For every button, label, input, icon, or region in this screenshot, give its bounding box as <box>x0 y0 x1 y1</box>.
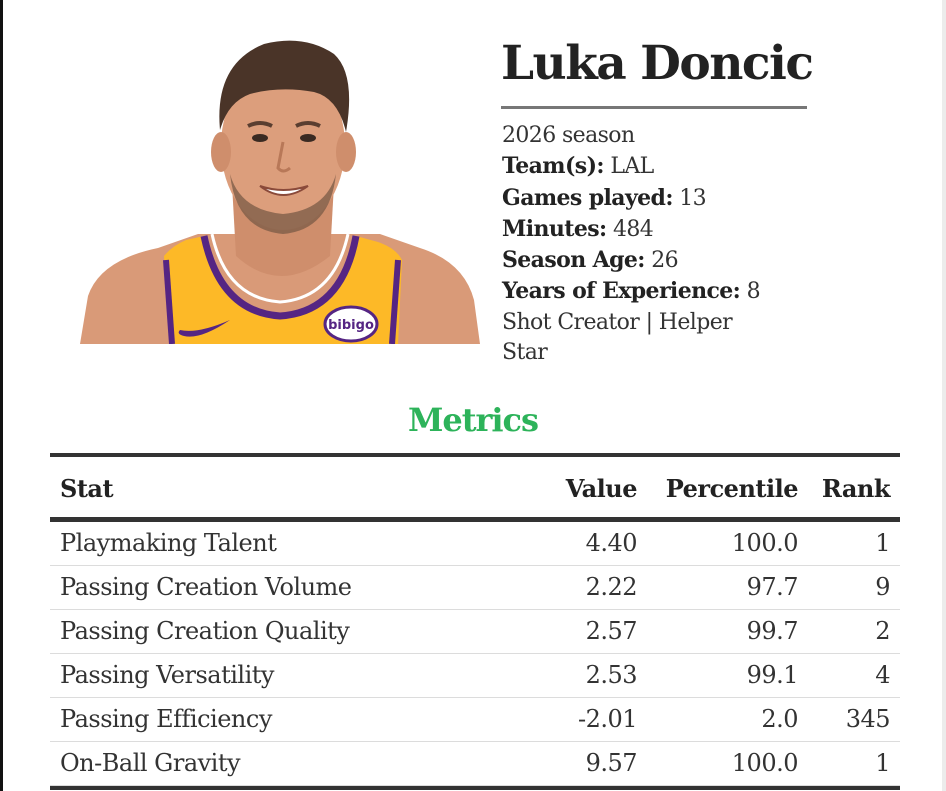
table-row: Passing Creation Quality 2.57 99.7 2 <box>50 610 900 654</box>
table-row: Playmaking Talent 4.40 100.0 1 <box>50 522 900 566</box>
scrollbar-track[interactable] <box>942 0 946 791</box>
table-bottom-rule <box>50 786 900 790</box>
row-value: 2.22 <box>585 573 638 601</box>
row-stat: Passing Creation Volume <box>60 573 352 601</box>
header-stat: Stat <box>60 474 114 503</box>
header-value: Value <box>565 474 638 503</box>
row-percentile: 99.7 <box>746 617 799 645</box>
name-divider <box>501 106 807 109</box>
games-label: Games played: <box>502 184 673 211</box>
team-line: Team(s): LAL <box>502 151 760 182</box>
table-top-rule <box>50 453 900 457</box>
sponsor-text: bibigo <box>328 318 374 333</box>
window-left-edge <box>0 0 3 791</box>
row-rank: 1 <box>875 529 890 557</box>
row-rank: 9 <box>875 573 890 601</box>
row-value: -2.01 <box>577 705 638 733</box>
player-info: 2026 season Team(s): LAL Games played: 1… <box>502 121 761 368</box>
sponsor-badge: bibigo <box>323 305 379 343</box>
minutes-label: Minutes: <box>502 215 607 242</box>
row-value: 4.40 <box>585 529 638 557</box>
season-line: 2026 season <box>502 123 635 148</box>
age-line: Season Age: 26 <box>502 245 760 276</box>
row-value: 9.57 <box>585 749 638 777</box>
table-row: Passing Creation Volume 2.22 97.7 9 <box>50 566 900 610</box>
row-stat: Playmaking Talent <box>60 529 277 557</box>
header-percentile: Percentile <box>665 474 799 503</box>
row-value: 2.53 <box>585 661 638 689</box>
age-label: Season Age: <box>502 247 645 274</box>
experience-value: 8 <box>746 279 761 305</box>
games-value: 13 <box>679 185 707 211</box>
team-value: LAL <box>610 154 654 180</box>
row-stat: On-Ball Gravity <box>60 749 241 777</box>
minutes-value: 484 <box>612 216 654 242</box>
row-rank: 2 <box>875 617 890 645</box>
player-name: Luka Doncic <box>501 36 814 91</box>
table-row: On-Ball Gravity 9.57 100.0 1 <box>50 742 900 786</box>
row-percentile: 99.1 <box>746 661 799 689</box>
age-value: 26 <box>651 248 679 274</box>
row-percentile: 2.0 <box>761 705 798 733</box>
row-stat: Passing Versatility <box>60 661 274 689</box>
metrics-table: Stat Value Percentile Rank Playmaking Ta… <box>50 453 900 790</box>
experience-label: Years of Experience: <box>502 278 741 305</box>
header-rank: Rank <box>821 474 891 503</box>
table-row: Passing Efficiency -2.01 2.0 345 <box>50 698 900 742</box>
row-rank: 4 <box>875 661 890 689</box>
table-row: Passing Versatility 2.53 99.1 4 <box>50 654 900 698</box>
minutes-line: Minutes: 484 <box>502 214 760 245</box>
row-rank: 1 <box>875 749 890 777</box>
row-value: 2.57 <box>585 617 638 645</box>
games-line: Games played: 13 <box>502 183 760 214</box>
player-headshot: bibigo <box>80 34 480 344</box>
row-stat: Passing Efficiency <box>60 705 272 733</box>
row-percentile: 100.0 <box>731 749 799 777</box>
row-rank: 345 <box>845 705 891 733</box>
archetype-line-1: Shot Creator | Helper <box>502 309 733 335</box>
row-percentile: 97.7 <box>746 573 799 601</box>
row-stat: Passing Creation Quality <box>60 617 350 645</box>
metrics-title: Metrics <box>407 401 539 439</box>
experience-line: Years of Experience: 8 <box>502 276 761 307</box>
row-percentile: 100.0 <box>731 529 799 557</box>
table-header-row: Stat Value Percentile Rank <box>50 457 900 517</box>
table-header-rule <box>50 517 900 522</box>
team-label: Team(s): <box>502 153 605 180</box>
archetype-line-2: Star <box>502 340 548 366</box>
